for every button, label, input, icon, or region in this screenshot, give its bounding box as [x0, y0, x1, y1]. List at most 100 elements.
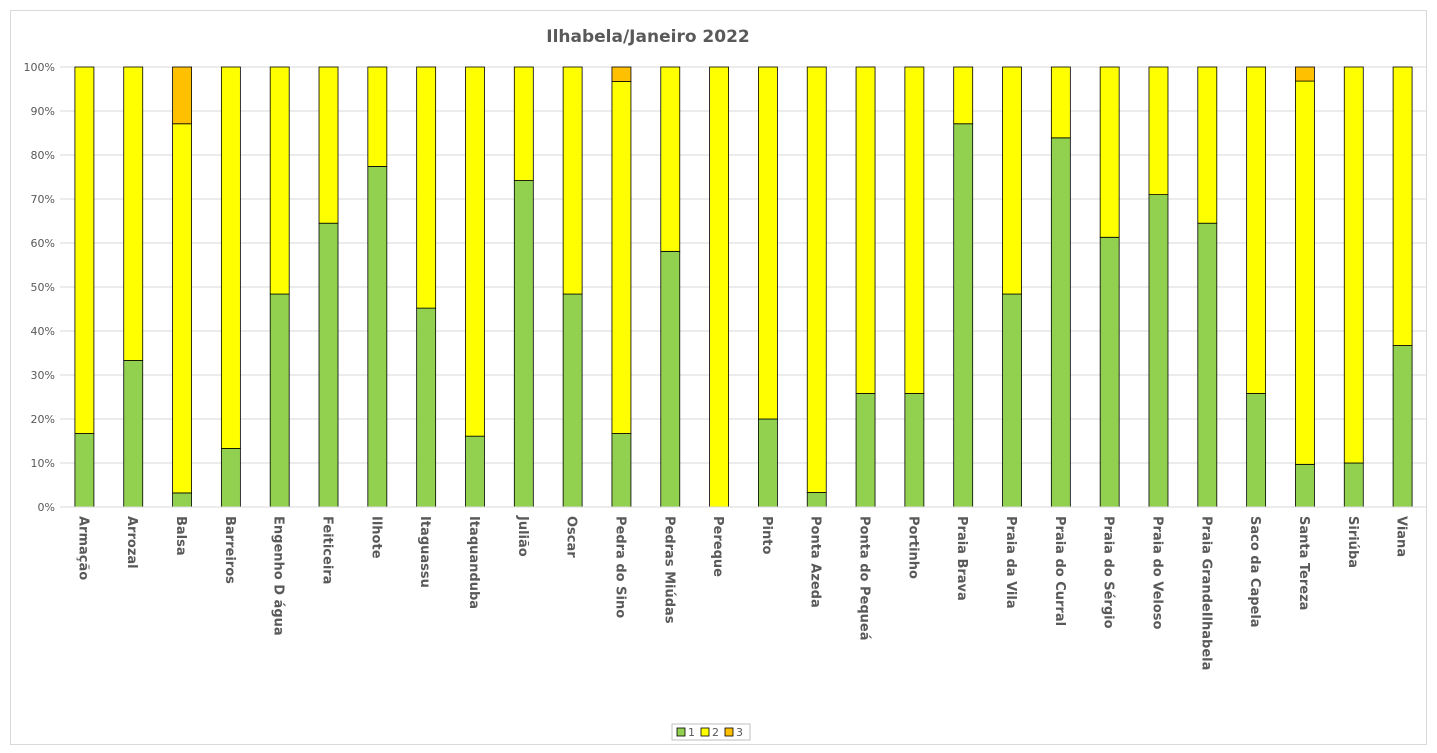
bar-segment-series-2: [709, 66, 729, 508]
bar-segment-series-3: [1295, 66, 1315, 82]
bar-segment-series-2: [123, 66, 144, 361]
chart-title: Ilhabela/Janeiro 2022: [546, 27, 750, 47]
bar-segment-series-1: [367, 166, 388, 508]
bar-segment-series-2: [269, 66, 290, 295]
legend-swatch: [676, 727, 686, 737]
bar-segment-series-1: [611, 433, 632, 508]
bar-segment-series-1: [758, 418, 778, 508]
y-tick-label: 20%: [31, 413, 55, 426]
y-tick-label: 10%: [31, 457, 55, 470]
bar-segment-series-1: [1295, 463, 1315, 508]
y-axis-ticks: 0% 10% 20% 30% 40% 50% 60% 70% 80% 90% 100%: [24, 61, 55, 514]
bar-segment-series-2: [855, 66, 876, 394]
x-tick-label: Ponta Azeda: [808, 516, 823, 608]
y-tick-label: 30%: [31, 369, 55, 382]
bar-segment-series-1: [1343, 462, 1364, 508]
bar-segment-series-2: [953, 66, 974, 125]
bar-segment-series-2: [465, 66, 485, 437]
x-tick-label: Praia Brava: [954, 516, 969, 601]
bar-segment-series-1: [74, 433, 95, 508]
bar-segment-series-3: [611, 66, 632, 82]
bar-segment-series-1: [416, 307, 437, 508]
bar-segment-series-2: [1050, 66, 1071, 139]
y-tick-label: 40%: [31, 325, 55, 338]
bar-segment-series-2: [1295, 80, 1315, 465]
bars: [74, 66, 1413, 508]
y-tick-label: 50%: [31, 281, 55, 294]
x-tick-label: Praia do Curral: [1052, 516, 1067, 626]
legend: 1 2 3: [671, 723, 751, 741]
bar-segment-series-2: [1197, 66, 1218, 224]
bar-segment-series-1: [1002, 293, 1022, 508]
bar-segment-series-1: [953, 123, 974, 508]
x-tick-label: Feiticeira: [320, 516, 335, 584]
x-tick-label: Arrozal: [124, 516, 139, 569]
bar-segment-series-1: [1148, 194, 1169, 508]
bar-segment-series-2: [758, 66, 778, 420]
x-tick-label: Pereque: [710, 516, 725, 577]
bar-segment-series-1: [465, 435, 485, 508]
x-tick-label: Praia do Veloso: [1149, 516, 1164, 630]
x-tick-label: Saco da Capela: [1247, 516, 1262, 628]
bar-segment-series-1: [1050, 137, 1071, 508]
bar-segment-series-1: [855, 393, 876, 508]
x-tick-label: Barreiros: [222, 516, 237, 584]
x-tick-label: Portinho: [905, 516, 920, 579]
bar-segment-series-2: [416, 66, 437, 309]
legend-label: 3: [736, 726, 743, 739]
bar-segment-series-2: [1099, 66, 1120, 238]
bar-segment-series-2: [367, 66, 388, 167]
x-tick-label: Pedra do Sino: [612, 516, 627, 618]
bar-segment-series-1: [318, 222, 339, 508]
bar-segment-series-1: [220, 448, 241, 508]
bar-segment-series-2: [74, 66, 95, 434]
x-tick-label: Oscar: [564, 516, 579, 558]
bar-segment-series-2: [904, 66, 925, 394]
legend-label: 1: [688, 726, 695, 739]
y-tick-label: 100%: [24, 61, 55, 74]
bar-segment-series-2: [562, 66, 583, 295]
bar-segment-series-1: [1246, 393, 1267, 508]
x-tick-label: Praia da Vila: [1003, 516, 1018, 609]
bar-segment-series-2: [1002, 66, 1022, 295]
bar-segment-series-1: [806, 492, 827, 508]
chart-frame: [10, 10, 1427, 745]
bar-segment-series-2: [660, 66, 681, 252]
x-tick-label: Itaguassu: [417, 516, 432, 588]
bar-segment-series-1: [123, 360, 144, 508]
x-tick-label: Ponta do Pequeá: [857, 516, 872, 640]
bar-segment-series-3: [172, 66, 192, 125]
bar-segment-series-1: [1392, 345, 1413, 508]
legend-swatch: [724, 727, 734, 737]
legend-swatch: [700, 727, 710, 737]
bar-segment-series-1: [513, 180, 534, 508]
bar-segment-series-1: [1197, 222, 1218, 508]
y-tick-label: 0%: [38, 501, 55, 514]
x-tick-label: Armação: [75, 516, 90, 580]
x-tick-label: Praia GrandeIlhabela: [1198, 516, 1213, 670]
bar-segment-series-2: [172, 123, 192, 494]
y-tick-label: 90%: [31, 105, 55, 118]
x-tick-label: Pinto: [759, 516, 774, 554]
bar-segment-series-2: [806, 66, 827, 493]
x-axis-ticks: Armação Arrozal Balsa Barreiros Engenho D ág…: [75, 515, 1408, 670]
bar-segment-series-2: [1148, 66, 1169, 195]
bar-segment-series-1: [172, 492, 192, 508]
x-tick-label: Ilhote: [368, 516, 383, 559]
x-tick-label: Itaquanduba: [466, 516, 481, 609]
x-tick-label: Praia do Sérgio: [1101, 516, 1116, 629]
gridlines: [60, 66, 1427, 464]
y-tick-label: 80%: [31, 149, 55, 162]
x-tick-label: Viana: [1394, 516, 1409, 557]
x-tick-label: Julião: [515, 515, 530, 557]
bar-segment-series-2: [513, 66, 534, 181]
x-tick-label: Engenho D água: [271, 516, 286, 636]
legend-label: 2: [712, 726, 719, 739]
x-tick-label: Pedras Miúdas: [661, 516, 676, 624]
bar-segment-series-1: [904, 393, 925, 508]
legend-box: [671, 723, 751, 741]
x-tick-label: Santa Tereza: [1296, 516, 1311, 610]
bar-segment-series-1: [1099, 236, 1120, 508]
y-tick-label: 70%: [31, 193, 55, 206]
